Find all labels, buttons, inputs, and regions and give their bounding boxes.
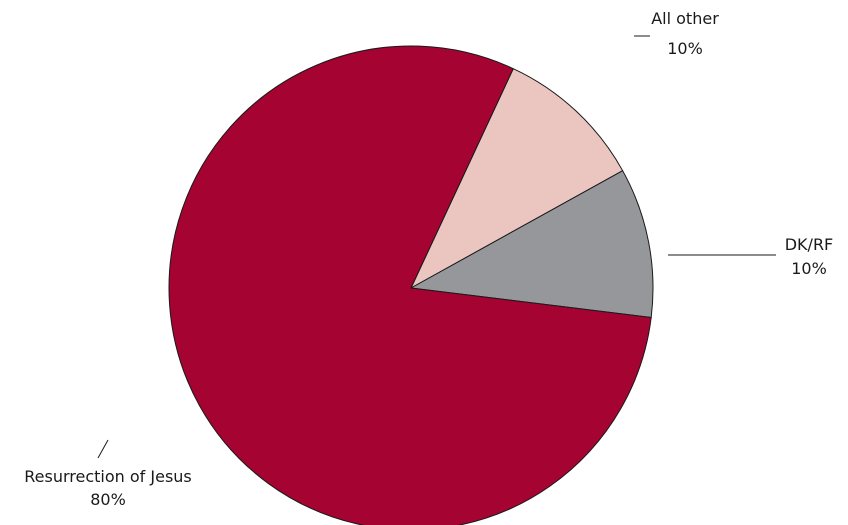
pie-slice-dk-rf xyxy=(410,170,654,318)
slice-value-all-other: 10% xyxy=(667,39,703,58)
slice-label-dk-rf: DK/RF xyxy=(785,235,834,254)
pie-slice-all-other xyxy=(410,68,624,289)
pie-slice-resurrection-of-jesus xyxy=(168,45,652,525)
pie-slices xyxy=(168,45,654,525)
slice-label-all-other: All other xyxy=(651,9,719,28)
slice-labels: All other 10% DK/RF 10% Resurrection of … xyxy=(24,9,833,509)
leader-line-resurrection xyxy=(97,439,109,459)
slice-label-resurrection: Resurrection of Jesus xyxy=(24,467,192,486)
leader-lines xyxy=(97,35,776,459)
slice-value-resurrection: 80% xyxy=(90,490,126,509)
slice-value-dk-rf: 10% xyxy=(791,259,827,278)
